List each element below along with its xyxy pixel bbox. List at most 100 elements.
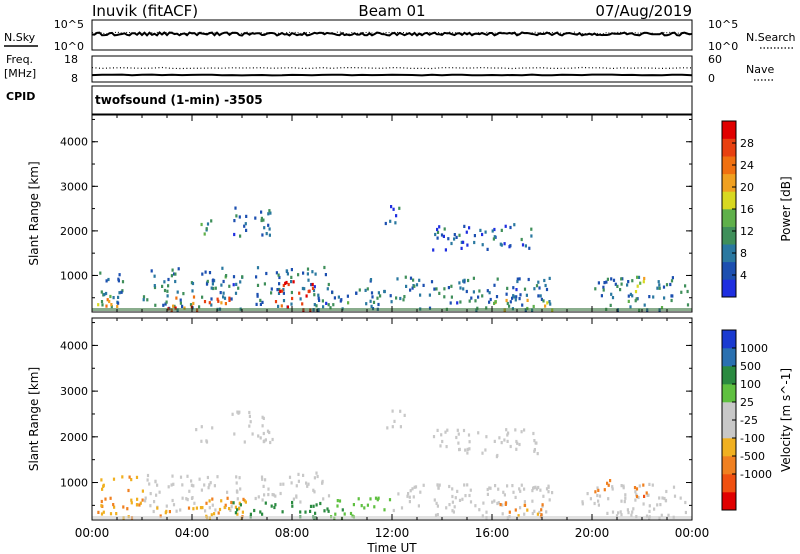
velocity-cell (531, 511, 534, 516)
power-cell (268, 227, 271, 231)
velocity-cell (455, 435, 458, 440)
velocity-cell (440, 433, 443, 437)
velocity-cell (495, 455, 498, 459)
velocity-colorbar-segment (722, 402, 736, 421)
power-cell (260, 210, 263, 214)
power-cell (313, 293, 316, 297)
velocity-cell (139, 501, 142, 505)
velocity-cell (349, 511, 353, 516)
velocity-cell (115, 512, 118, 516)
velocity-cell (109, 496, 112, 500)
power-cell (203, 300, 207, 304)
power-cell (256, 283, 260, 287)
velocity-cell (262, 416, 265, 420)
velocity-cell (606, 511, 609, 515)
power-cell (216, 297, 219, 301)
power-cell (660, 306, 664, 310)
power-cell (238, 215, 241, 219)
power-cell (481, 232, 484, 237)
velocity-cell (274, 494, 277, 498)
power-cell (285, 269, 288, 273)
velocity-cell (259, 436, 262, 440)
velocity-cell (474, 504, 477, 508)
velocity-cell (411, 487, 414, 491)
freq-left-tick-bottom: 8 (71, 72, 78, 85)
velocity-cell (507, 431, 510, 435)
velocity-cell (186, 474, 189, 478)
power-cell (612, 278, 616, 282)
velocity-cell (130, 501, 133, 505)
power-cell (290, 280, 293, 284)
velocity-cell (242, 497, 245, 501)
velocity-cell (352, 503, 355, 507)
power-cell (221, 266, 224, 270)
power-cell (305, 294, 308, 298)
power-cell (256, 294, 259, 298)
velocity-colorbar-segment (722, 456, 736, 475)
power-cell (97, 303, 100, 307)
velocity-cell (503, 438, 506, 442)
velocity-cell (261, 512, 264, 516)
power-cell (372, 300, 376, 304)
power-colorbar-label: 8 (740, 247, 747, 260)
power-cell (275, 271, 278, 275)
velocity-cell (211, 503, 214, 507)
power-cell (392, 207, 395, 211)
power-cell (270, 287, 273, 291)
velocity-cell (232, 501, 235, 505)
velocity-cell (249, 420, 252, 424)
x-axis-label: Time UT (366, 541, 417, 554)
power-colorbar-segment (722, 279, 736, 298)
power-cell (486, 289, 489, 293)
velocity-cell (514, 508, 517, 512)
power-cell (100, 300, 104, 304)
power-cell (504, 224, 507, 228)
power-cell (509, 300, 512, 304)
power-cell (436, 227, 439, 232)
power-cell (307, 289, 310, 294)
power-cell (282, 299, 286, 303)
power-cell (643, 303, 646, 307)
velocity-cell (243, 440, 246, 444)
velocity-cell (463, 483, 466, 487)
velocity-cell (541, 503, 544, 507)
power-cell (173, 272, 176, 276)
power-cell (317, 296, 320, 300)
velocity-cell (205, 440, 209, 444)
velocity-cell (341, 508, 344, 512)
power-cell (153, 274, 156, 278)
velocity-cell (488, 486, 491, 490)
velocity-cell (467, 433, 471, 437)
velocity-cell (146, 473, 150, 478)
power-cell (290, 268, 293, 272)
velocity-cell (360, 504, 363, 508)
velocity-cell (102, 484, 105, 488)
power-cell (489, 297, 492, 302)
velocity-cell (511, 484, 514, 488)
velocity-cell (186, 498, 189, 502)
power-cell (290, 275, 293, 279)
power-cell (442, 234, 445, 238)
velocity-cell (314, 511, 317, 515)
power-cell (255, 275, 258, 279)
velocity-cell (251, 432, 254, 436)
freq-line (91, 73, 693, 77)
velocity-cell (363, 506, 366, 510)
velocity-cell (515, 447, 518, 451)
velocity-cell (635, 487, 639, 491)
power-cell (290, 302, 293, 306)
velocity-cell (238, 501, 241, 505)
velocity-cell (207, 486, 210, 490)
power-cell (496, 277, 499, 281)
power-cell (220, 283, 223, 287)
velocity-cell (486, 487, 489, 492)
power-cell (222, 291, 225, 295)
power-cell (142, 298, 145, 302)
velocity-cell (436, 483, 439, 487)
power-cell (222, 279, 225, 284)
power-cell (210, 297, 213, 301)
velocity-cell (239, 503, 242, 507)
power-cell (376, 296, 379, 300)
power-cell (537, 280, 540, 284)
cpid-label: CPID (6, 90, 35, 103)
